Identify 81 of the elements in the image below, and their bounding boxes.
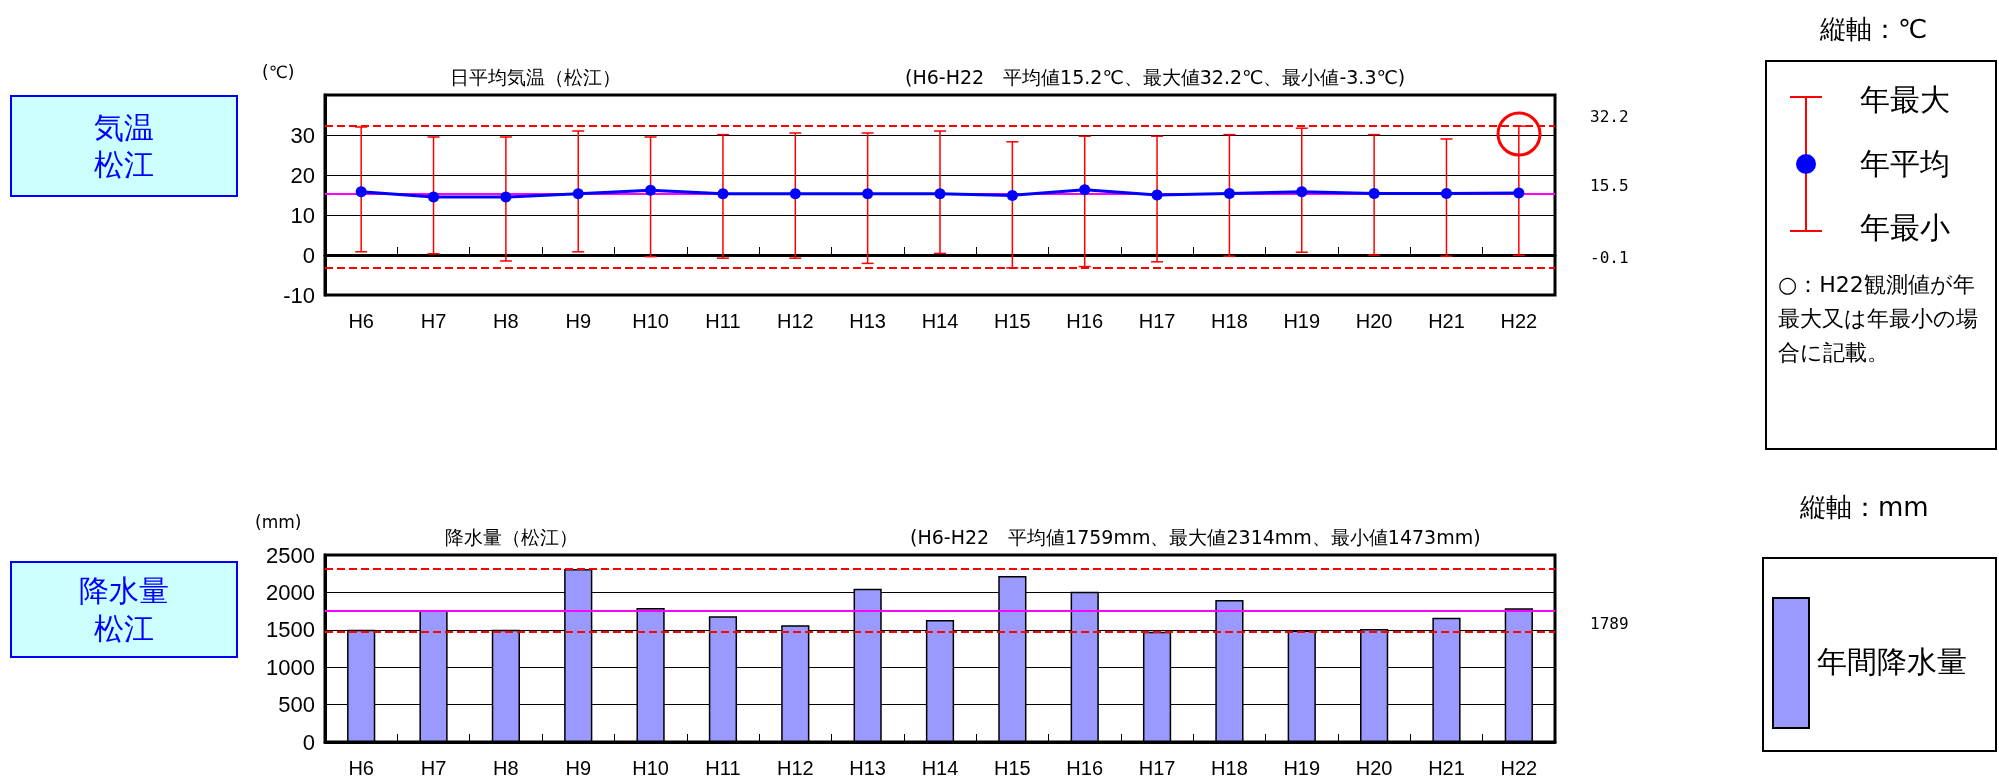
chart-subtitle: (H6-H22 平均値1759mm、最大値2314mm、最小値1473mm)	[910, 525, 1481, 548]
x-tick-label: H12	[776, 757, 814, 779]
point	[428, 191, 440, 203]
point	[1296, 186, 1308, 198]
x-tick-label: H17	[1138, 757, 1176, 779]
y-axis-title: (℃)	[262, 62, 295, 82]
text: ○：H22観測値が年最大又は年最小の場合に記載。	[1778, 271, 1979, 368]
text: 年最大	[1860, 81, 1950, 119]
chart-title: 降水量（松江）	[445, 525, 578, 548]
x-tick-label: H7	[420, 757, 447, 779]
y-tick-label: 30	[290, 122, 315, 148]
point	[789, 188, 801, 200]
x-tick-label: H17	[1138, 310, 1176, 332]
legend-label: 年平均	[1860, 145, 1950, 183]
x-tick-label: H10	[632, 757, 669, 779]
x-tick-label: H15	[994, 310, 1031, 332]
text: 縦軸：mm	[1800, 491, 1929, 524]
y-tick-label: 20	[290, 162, 315, 188]
point	[1513, 187, 1525, 199]
y-tick-label: 0	[302, 729, 315, 755]
x-tick-label: H20	[1355, 310, 1393, 332]
x-tick-label: H13	[849, 310, 886, 332]
x-tick-label: H16	[1066, 757, 1104, 779]
chart-subtitle: (H6-H22 平均値15.2℃、最大値32.2℃、最小値-3.3℃)	[905, 65, 1406, 88]
x-tick-label: H15	[994, 757, 1031, 779]
point	[572, 188, 584, 200]
x-tick-label: H14	[921, 757, 959, 779]
point	[717, 188, 729, 200]
x-tick-label: H7	[420, 310, 447, 332]
x-tick-label: H8	[493, 310, 519, 332]
text: 1789	[1590, 614, 1629, 633]
x-tick-label: H19	[1283, 310, 1321, 332]
chart-title: 日平均気温（松江）	[450, 65, 621, 88]
text: 縦軸：℃	[1820, 13, 1928, 46]
x-tick-label: H21	[1428, 757, 1465, 779]
point	[1440, 187, 1452, 199]
point	[862, 188, 874, 200]
x-tick-label: H11	[705, 757, 741, 779]
x-tick-label: H22	[1500, 310, 1538, 332]
x-tick-label: H9	[565, 757, 592, 779]
text: 32.2	[1590, 107, 1629, 126]
x-tick-label: H10	[632, 310, 669, 332]
y-tick-label: 2000	[266, 579, 315, 605]
point	[1151, 189, 1163, 201]
x-tick-label: H16	[1066, 310, 1104, 332]
point	[1079, 184, 1091, 196]
x-tick-label: H20	[1355, 757, 1393, 779]
x-tick-label: H9	[565, 310, 592, 332]
point	[645, 184, 657, 196]
y-tick-label: 10	[290, 202, 315, 228]
x-tick-label: H18	[1211, 757, 1248, 779]
text: 年間降水量	[1817, 643, 1967, 681]
x-tick-label: H14	[921, 310, 959, 332]
y-tick-label: 1500	[266, 617, 315, 643]
y-tick-label: 0	[302, 242, 315, 268]
point	[1368, 187, 1380, 199]
y-tick-label: 500	[278, 692, 315, 718]
x-tick-label: H21	[1428, 310, 1465, 332]
y-tick-label: 1000	[266, 654, 315, 680]
x-tick-label: H13	[849, 757, 886, 779]
x-tick-label: H12	[776, 310, 814, 332]
x-tick-label: H19	[1283, 757, 1321, 779]
x-tick-label: H22	[1500, 757, 1538, 779]
x-tick-label: H6	[348, 757, 374, 779]
point	[1006, 189, 1018, 201]
y-tick-label: -10	[283, 282, 315, 308]
text: 降水量松江	[78, 572, 170, 647]
x-tick-label: H18	[1211, 310, 1248, 332]
text: 気温松江	[93, 108, 155, 184]
point	[500, 191, 512, 203]
point	[355, 186, 367, 198]
x-tick-label: H11	[705, 310, 741, 332]
text: 15.5	[1590, 176, 1629, 195]
point	[1223, 187, 1235, 199]
point	[934, 188, 946, 200]
text: 年最小	[1860, 209, 1950, 247]
x-tick-label: H8	[493, 757, 519, 779]
y-tick-label: 2500	[266, 542, 315, 568]
text: -0.1	[1590, 248, 1629, 267]
x-tick-label: H6	[348, 310, 374, 332]
y-axis-title: (mm)	[255, 512, 302, 532]
